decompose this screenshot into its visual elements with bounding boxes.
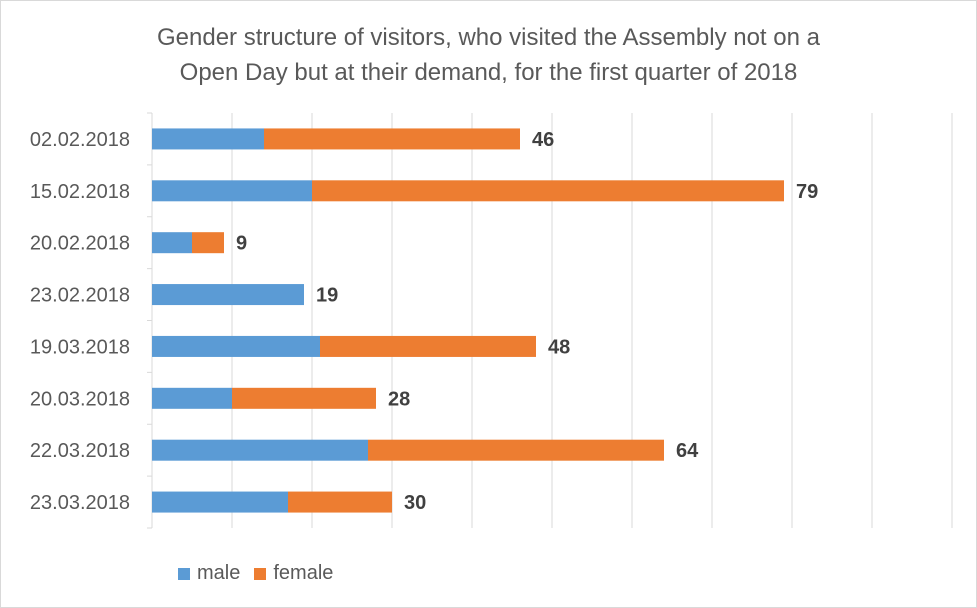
data-label-total: 46 xyxy=(532,129,554,151)
data-label-total: 28 xyxy=(388,388,410,410)
bar-female xyxy=(264,128,520,150)
data-label-total: 9 xyxy=(236,233,247,255)
legend: male female xyxy=(178,562,347,585)
chart-title-line-2: Open Day but at their demand, for the fi… xyxy=(179,59,798,86)
bar-male xyxy=(152,387,232,409)
legend-swatch-male xyxy=(178,567,190,580)
chart-title: Gender structure of visitors, who visite… xyxy=(0,20,977,90)
bar-female xyxy=(312,180,784,202)
bar-male xyxy=(152,284,304,306)
data-label-total: 79 xyxy=(796,181,818,203)
bar-male xyxy=(152,128,264,150)
bar-female xyxy=(320,335,536,357)
legend-swatch-female xyxy=(254,567,267,580)
data-label-total: 64 xyxy=(676,440,699,462)
category-label: 22.03.2018 xyxy=(30,440,130,462)
bar-male xyxy=(152,180,312,202)
bar-male xyxy=(152,491,288,513)
bar-female xyxy=(192,232,224,254)
data-label-total: 30 xyxy=(404,492,426,514)
legend-label-female: female xyxy=(273,562,334,584)
chart-title-line-1: Gender structure of visitors, who visite… xyxy=(157,24,820,51)
bar-male xyxy=(152,439,368,461)
bar-male xyxy=(152,335,320,357)
category-label: 15.02.2018 xyxy=(30,181,130,203)
legend-label-male: male xyxy=(197,562,241,584)
category-label: 23.02.2018 xyxy=(30,285,130,307)
bar-female xyxy=(288,491,392,513)
category-label: 20.03.2018 xyxy=(30,388,130,410)
category-label: 19.03.2018 xyxy=(30,336,130,358)
data-label-total: 48 xyxy=(548,336,570,358)
bar-female xyxy=(232,387,376,409)
category-label: 23.03.2018 xyxy=(30,492,130,514)
legend-item-male: male xyxy=(178,562,240,585)
bar-male xyxy=(152,232,192,254)
bar-female xyxy=(368,439,664,461)
data-label-total: 19 xyxy=(316,285,338,307)
category-label: 20.02.2018 xyxy=(30,233,130,255)
legend-item-female: female xyxy=(254,562,333,585)
category-label: 02.02.2018 xyxy=(30,129,130,151)
